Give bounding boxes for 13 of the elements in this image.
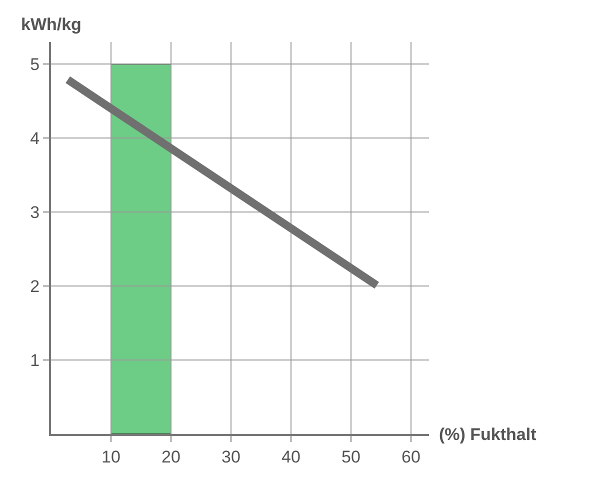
x-tick-label: 60 — [402, 447, 420, 466]
x-tick-label: 30 — [222, 447, 240, 466]
x-axis-title: (%) Fukthalt — [439, 425, 537, 444]
x-tick-label: 40 — [282, 447, 300, 466]
y-tick-label: 5 — [30, 55, 40, 74]
y-axis-title: kWh/kg — [21, 15, 82, 34]
y-tick-label: 3 — [30, 203, 40, 222]
x-tick-label: 50 — [342, 447, 360, 466]
y-tick-label: 2 — [30, 277, 40, 296]
y-tick-label: 1 — [30, 350, 40, 370]
x-tick-label: 10 — [102, 447, 120, 466]
y-tick-label: 4 — [30, 129, 40, 148]
x-tick-label: 20 — [162, 447, 180, 466]
